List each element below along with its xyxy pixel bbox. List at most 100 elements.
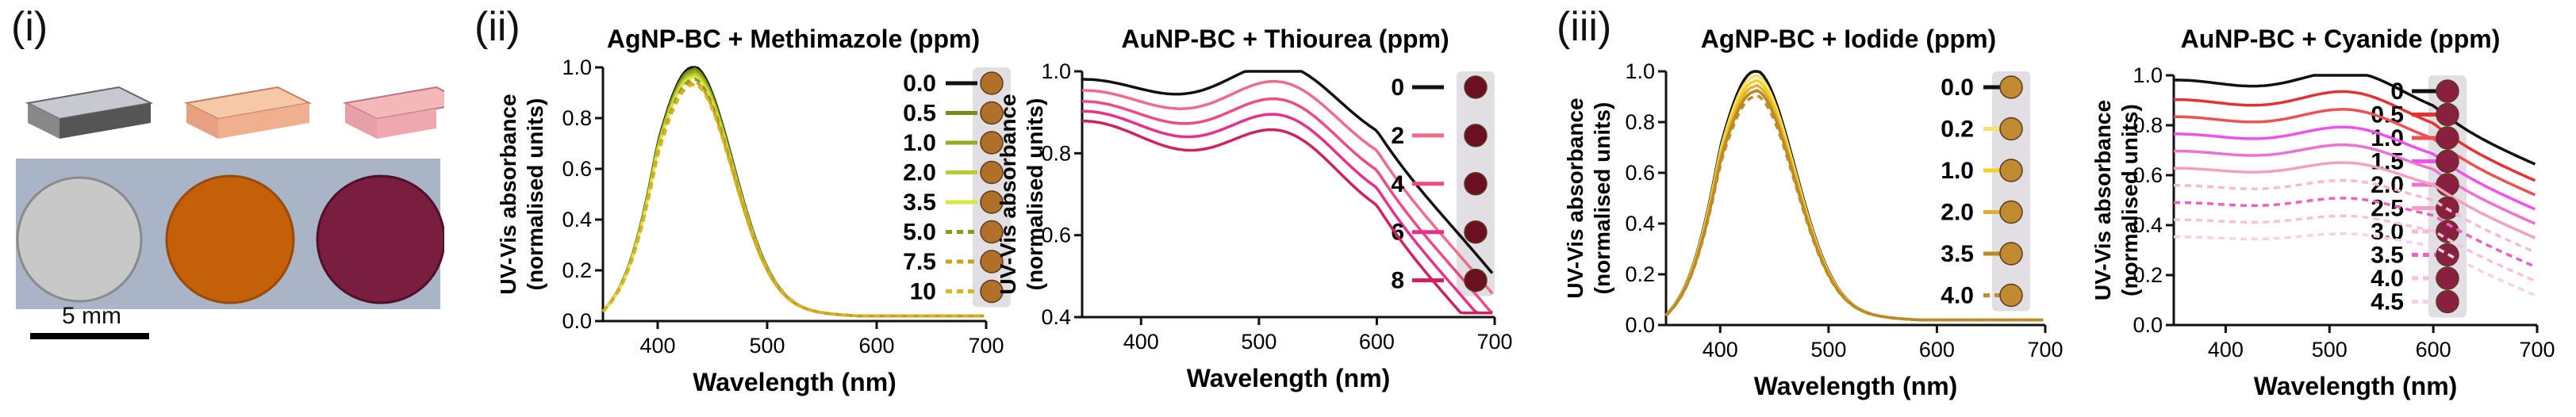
well-dot xyxy=(980,220,1004,244)
film-schematic-silver xyxy=(183,86,313,139)
y-tick-label: 0.8 xyxy=(562,106,592,130)
chart-4: AuNP-BC + Cyanide (ppm) 400 500 600 700 0.0 0.… xyxy=(2090,25,2555,400)
series-line xyxy=(1664,74,2044,322)
well-dot xyxy=(1999,117,2023,141)
y-tick-label: 0.8 xyxy=(2133,113,2163,137)
legend-label: 4.5 xyxy=(2371,289,2404,316)
panel-label-iii: (iii) xyxy=(1557,4,1612,50)
x-tick-label: 600 xyxy=(858,334,894,358)
legend-label: 4.0 xyxy=(1941,283,1974,309)
series-line xyxy=(2173,74,2536,166)
film-schematic-gold xyxy=(342,86,444,139)
well-dot xyxy=(2436,243,2459,267)
x-tick-label: 400 xyxy=(1123,330,1159,354)
legend-label: 0.0 xyxy=(903,71,936,97)
series-line xyxy=(601,82,985,318)
legend-label: 0 xyxy=(1391,75,1404,101)
series-line xyxy=(1081,70,1494,274)
well-dot xyxy=(980,71,1004,95)
y-tick-label: 0.2 xyxy=(562,258,592,282)
legend-label: 10 xyxy=(910,279,936,305)
x-tick-label: 500 xyxy=(749,334,785,358)
y-axis-label: (normalised units) xyxy=(2117,104,2142,296)
y-tick-label: 0.4 xyxy=(2133,213,2163,237)
chart-title: AuNP-BC + Thiourea (ppm) xyxy=(1121,25,1449,53)
series-line xyxy=(2174,143,2536,225)
well-dot xyxy=(1999,159,2023,182)
y-tick-label: 0.8 xyxy=(1041,141,1071,165)
well-dot xyxy=(980,190,1004,214)
y-tick-label: 0.0 xyxy=(1625,313,1655,337)
y-axis-label: (normalised units) xyxy=(523,98,547,291)
scale-bar xyxy=(30,333,149,339)
legend-label: 0.2 xyxy=(1941,117,1974,143)
x-tick-label: 700 xyxy=(2027,338,2063,362)
film-photo-panel xyxy=(16,86,444,339)
y-tick-label: 0.4 xyxy=(1625,212,1655,235)
legend-label: 5.0 xyxy=(903,220,936,246)
legend-label: 3.5 xyxy=(903,189,936,216)
well-dot xyxy=(1464,75,1488,99)
x-axis-label: Wavelength (nm) xyxy=(693,368,896,396)
x-tick-label: 500 xyxy=(1241,330,1276,354)
panel-label-ii: (ii) xyxy=(474,4,520,50)
series-line xyxy=(1081,109,1492,315)
legend-label: 1.0 xyxy=(903,130,936,156)
series-line xyxy=(2174,214,2536,283)
well-dot xyxy=(1464,172,1488,196)
y-tick-label: 0.2 xyxy=(2133,263,2163,287)
legend-label: 4 xyxy=(1391,171,1404,197)
y-tick-label: 0.4 xyxy=(562,208,592,231)
well-dot xyxy=(1464,124,1488,147)
y-axis-label: UV-Vis absorbance xyxy=(1563,98,1587,298)
gold-bc-film xyxy=(316,174,444,304)
legend-label: 2.5 xyxy=(2371,196,2404,222)
y-tick-label: 0.8 xyxy=(1625,110,1655,134)
x-tick-label: 500 xyxy=(1810,338,1846,362)
well-dot xyxy=(2436,289,2459,314)
x-tick-label: 400 xyxy=(639,334,675,358)
series-line xyxy=(1664,89,2044,322)
scale-bar-label: 5 mm xyxy=(62,303,121,329)
y-axis-label: UV-Vis absorbance xyxy=(2090,100,2115,300)
legend-label: 2 xyxy=(1391,123,1404,149)
legend-label: 0 xyxy=(2390,78,2404,105)
x-tick-label: 400 xyxy=(2208,338,2244,362)
chart-title: AuNP-BC + Cyanide (ppm) xyxy=(2181,25,2501,53)
legend-label: 1.0 xyxy=(2371,125,2404,151)
x-tick-label: 600 xyxy=(1919,338,1955,362)
y-axis-label: (normalised units) xyxy=(1590,102,1614,295)
series-line xyxy=(2174,161,2536,239)
x-tick-label: 600 xyxy=(2416,338,2451,362)
well-dot xyxy=(2436,102,2459,127)
x-tick-label: 700 xyxy=(968,334,1004,358)
legend-label: 4.0 xyxy=(2371,266,2404,292)
silver-bc-film xyxy=(165,174,295,304)
series-line xyxy=(1082,79,1494,295)
well-dot xyxy=(2436,126,2459,150)
well-dot xyxy=(1999,283,2023,308)
legend-label: 3.5 xyxy=(1941,241,1974,267)
well-dot xyxy=(980,279,1004,304)
series-line xyxy=(1664,78,2044,322)
legend-label: 2.0 xyxy=(1941,200,1974,226)
series-line xyxy=(2174,232,2536,297)
well-dot xyxy=(2436,149,2459,174)
well-strip xyxy=(973,67,1011,308)
y-tick-label: 0.6 xyxy=(2133,163,2163,187)
well-dot xyxy=(1464,268,1488,293)
chart-2: AuNP-BC + Thiourea (ppm) 400 500 600 700 0.4 0… xyxy=(996,25,1513,392)
x-tick-label: 500 xyxy=(2312,338,2348,362)
legend-label: 0.0 xyxy=(1941,75,1974,101)
y-tick-label: 0.0 xyxy=(2133,313,2163,337)
plain-bc-film xyxy=(16,176,143,303)
y-tick-label: 1.0 xyxy=(1041,59,1071,83)
series-line xyxy=(2174,108,2536,197)
series-line xyxy=(1081,119,1492,315)
legend-label: 1.0 xyxy=(1941,158,1974,184)
chart-1: AgNP-BC + Methimazole (ppm) 400 500 600 700 0… xyxy=(496,25,1011,396)
well-dot xyxy=(980,250,1004,274)
y-tick-label: 1.0 xyxy=(562,55,592,79)
series-line xyxy=(2174,197,2536,268)
y-tick-label: 0.4 xyxy=(1041,305,1071,329)
